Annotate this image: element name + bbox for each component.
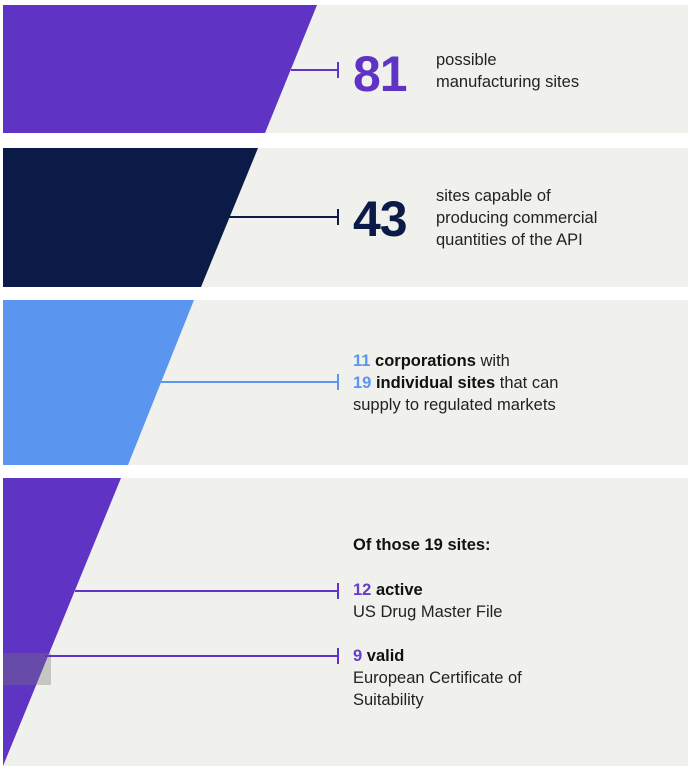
stage-4-band	[3, 478, 121, 766]
stage-4-heading: Of those 19 sites:	[353, 536, 491, 554]
stage-3-corp-label: corporations	[375, 352, 476, 370]
stage-3-line-sites: 19 individual sites that can	[353, 372, 558, 394]
stage-1-desc-line2: manufacturing sites	[436, 73, 580, 91]
stage-1-description: possible manufacturing sites	[436, 49, 579, 93]
stage-2-connector-end	[337, 209, 339, 225]
stage-4-dmf-connector	[75, 590, 339, 592]
stage-1-desc-line1: possible	[436, 51, 497, 69]
stage-3-site-label: individual sites	[375, 374, 496, 392]
stage-3-line3: supply to regulated markets	[353, 396, 556, 414]
stage-4-dmf-count: 12	[353, 581, 372, 599]
stage-2-desc-line3: quantities of the API	[436, 231, 583, 249]
stage-3-description: 11 corporations with 19 individual sites…	[353, 350, 558, 416]
stage-4-cep-label: valid	[366, 647, 405, 665]
stage-3-site-count: 19	[353, 374, 372, 392]
stage-4-cep-description: 9 valid European Certificate of Suitabil…	[353, 645, 522, 711]
stage-4-band-highlight	[3, 653, 51, 685]
funnel-stage-4: Of those 19 sites: 12 active US Drug Mas…	[3, 478, 688, 766]
stage-3-connector	[161, 381, 339, 383]
funnel-stage-3: 11 corporations with 19 individual sites…	[3, 300, 688, 465]
stage-4-dmf-desc: US Drug Master File	[353, 603, 503, 621]
stage-3-line-corporations: 11 corporations with	[353, 350, 558, 372]
stage-4-cep-desc-line1: European Certificate of	[353, 669, 522, 687]
stage-3-connector-end	[337, 374, 339, 390]
stage-2-description: sites capable of producing commercial qu…	[436, 185, 597, 251]
stage-2-desc-line1: sites capable of	[436, 187, 551, 205]
stage-4-cep-connector	[45, 655, 339, 657]
stage-3-corp-suffix: with	[475, 352, 510, 370]
stage-4-dmf-description: 12 active US Drug Master File	[353, 579, 502, 623]
funnel-stage-2: 43 sites capable of producing commercial…	[3, 148, 688, 287]
stage-4-cep-count: 9	[353, 647, 363, 665]
stage-4-dmf-label: active	[375, 581, 423, 599]
stage-4-dmf-connector-end	[337, 583, 339, 599]
stage-1-number: 81	[353, 46, 408, 102]
stage-2-number: 43	[353, 191, 408, 247]
stage-4-cep-connector-end	[337, 648, 339, 664]
stage-3-site-suffix: that can	[495, 374, 559, 392]
stage-3-band	[3, 300, 194, 465]
stage-2-desc-line2: producing commercial	[436, 209, 598, 227]
stage-2-connector	[229, 216, 339, 218]
stage-4-cep-desc-line2: Suitability	[353, 691, 424, 709]
stage-1-band	[3, 5, 317, 133]
funnel-stage-1: 81 possible manufacturing sites	[3, 5, 688, 133]
stage-2-band	[3, 148, 258, 287]
stage-3-corp-count: 11	[353, 352, 371, 370]
stage-1-connector	[291, 69, 339, 71]
stage-4-dmf-line1: 12 active	[353, 579, 502, 601]
stage-1-connector-end	[337, 62, 339, 78]
stage-4-cep-line1: 9 valid	[353, 645, 522, 667]
